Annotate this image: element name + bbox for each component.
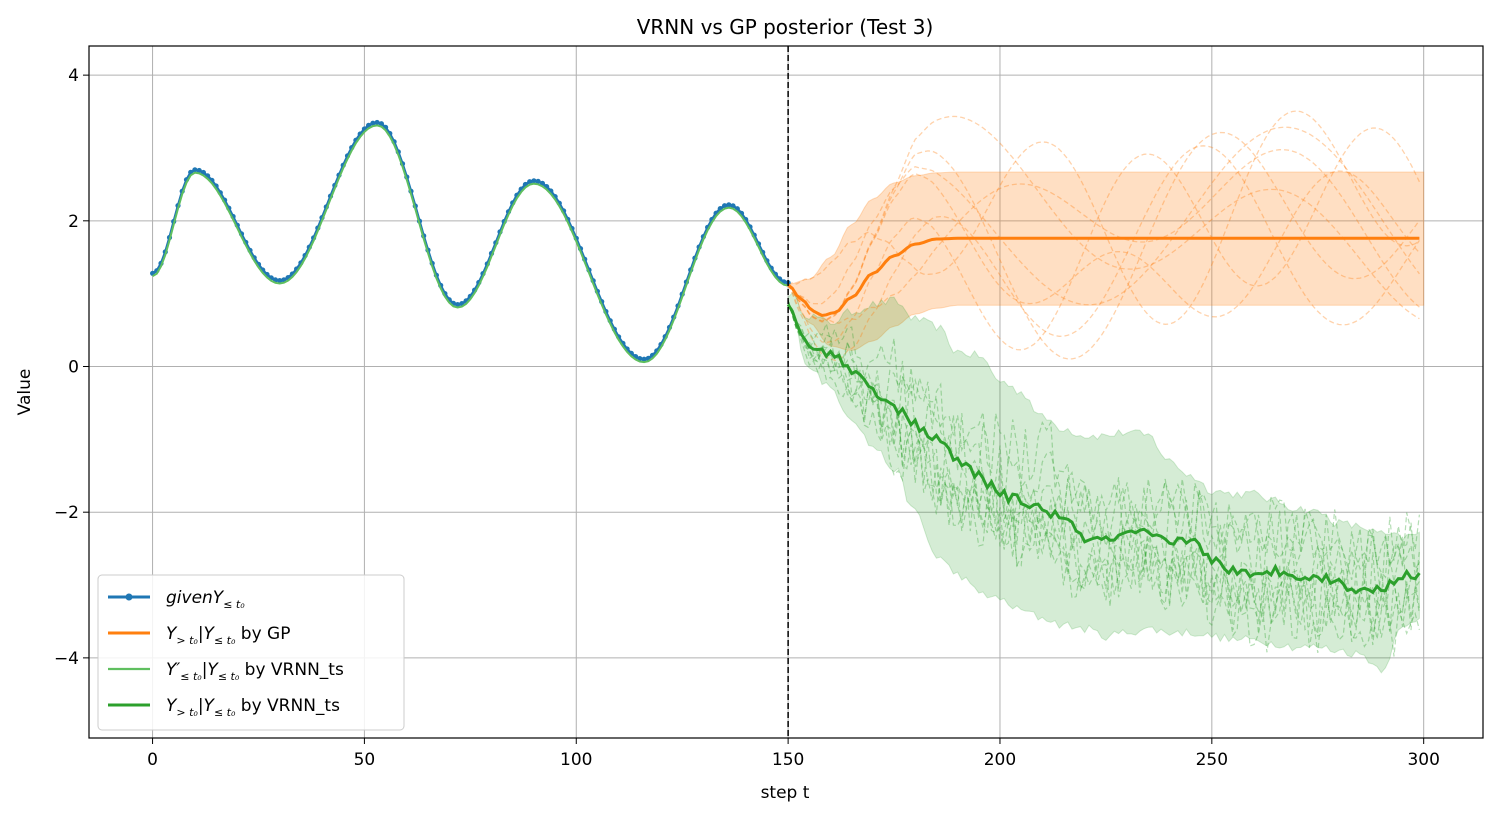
vrnn-sample-path-0 [787,300,1420,601]
legend-box [97,574,405,731]
given-point-137 [730,203,736,209]
ticks: 0 50 100 150 200 250 300 4 2 0 −2 −4 [54,66,1440,770]
vrnn-band-area [787,292,1420,674]
axes [88,45,1484,739]
gp-band [787,171,1425,352]
vrnn-mean-line [786,303,1421,595]
x-tick-label-250: 250 [1196,750,1228,770]
x-tick-label-0: 0 [147,750,158,770]
vrnn-sample-path-3 [787,300,1420,646]
vrnn-sample-path-4 [787,300,1420,634]
y-tick-label-0: 4 [68,66,79,86]
gp-sample-paths [787,110,1420,362]
vrnn-mean-series [786,303,1421,595]
gp-sample-path-3 [787,145,1420,362]
legend: givenY≤ t₀ Y> t₀|Y≤ t₀ by GP Y′≤ t₀|Y≤ t₀ … [97,574,405,731]
given-point-53 [374,119,380,126]
vrnn-fit-line [152,124,789,364]
gp-sample-path-7 [787,110,1420,325]
gp-band-area [787,171,1425,352]
legend-label-1: Y> t₀|Y≤ t₀ by GP [166,624,290,647]
legend-label-3: Y> t₀|Y≤ t₀ by VRNN_ts [166,696,340,719]
y-tick-label-1: 2 [68,212,79,232]
gp-mean-line [787,236,1420,318]
vrnn-sample-paths [787,300,1420,657]
x-tick-label-300: 300 [1407,750,1439,770]
legend-label-2: Y′≤ t₀|Y≤ t₀ by VRNN_ts [166,660,344,683]
given-point-136 [726,202,732,208]
gp-sample-path-0 [787,126,1420,306]
vrnn-sample-path-6 [787,300,1420,585]
y-tick-label-2: 0 [68,358,79,378]
x-axis-label: step t [761,783,810,803]
given-point-10 [192,167,198,173]
gp-sample-path-6 [787,115,1420,322]
legend-marker-0 [125,593,133,601]
given-point-89 [527,179,533,185]
gp-sample-path-5 [787,131,1420,360]
x-tick-label-150: 150 [772,750,804,770]
gp-sample-path-4 [787,170,1420,323]
x-tick-label-50: 50 [354,750,376,770]
x-tick-label-100: 100 [560,750,592,770]
vrnn-band [787,292,1420,674]
legend-label-0: givenY≤ t₀ [166,588,245,611]
given-point-30 [277,278,283,284]
y-tick-label-4: −4 [54,649,79,669]
vrnn-sample-path-1 [787,300,1420,657]
vrnn-sample-path-5 [787,300,1420,643]
y-tick-label-3: −2 [54,503,79,523]
axes-frame [88,45,1484,739]
given-point-72 [455,302,461,308]
given-point-52 [370,120,376,126]
vrnn-sample-path-2 [787,300,1420,579]
given-point-91 [535,178,541,184]
vrnn-sample-path-7 [787,300,1420,637]
given-point-90 [531,178,537,184]
x-tick-label-200: 200 [984,750,1016,770]
gp-sample-path-1 [787,149,1420,324]
given-point-54 [378,121,384,127]
given-point-116 [641,356,647,362]
gp-sample-path-2 [787,127,1420,351]
given-point-11 [196,167,202,174]
given-series [150,119,791,364]
gp-mean-series [787,236,1420,318]
chart-title: VRNN vs GP posterior (Test 3) [637,15,934,39]
given-point-135 [722,203,728,209]
y-axis-label: Value [15,369,35,416]
